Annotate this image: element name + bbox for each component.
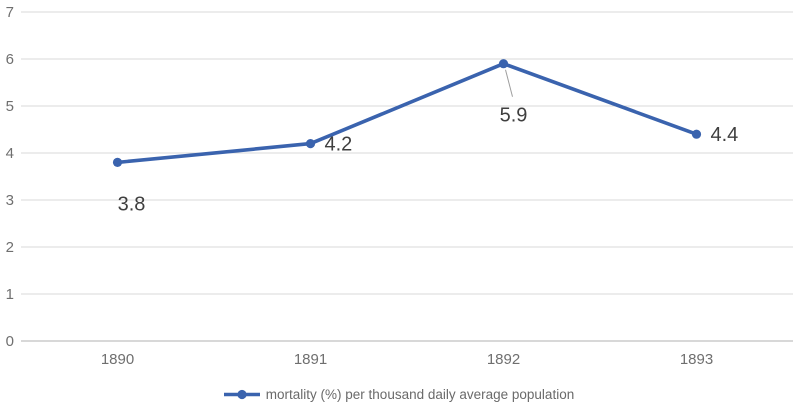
y-axis-tick-label: 2: [6, 239, 14, 256]
y-axis-tick-label: 1: [6, 286, 14, 303]
y-axis-tick-label: 3: [6, 192, 14, 209]
x-axis-tick-label: 1893: [680, 351, 713, 368]
data-point-marker: [112, 157, 123, 167]
data-point-marker: [498, 59, 509, 69]
y-axis-tick-label: 5: [6, 98, 14, 115]
legend-line-marker-icon: [223, 389, 260, 400]
data-point-marker: [691, 129, 702, 139]
data-label: 4.4: [711, 124, 739, 146]
y-axis-tick-label: 4: [6, 145, 14, 162]
chart-legend: mortality (%) per thousand daily average…: [0, 387, 797, 402]
x-axis-tick-label: 1891: [294, 351, 327, 368]
series-line: [115, 61, 699, 165]
data-label: 5.9: [500, 105, 528, 127]
data-label: 4.2: [325, 134, 353, 156]
chart-plot-area: 0 1 2 3 4 5 6 7 1890 1891 1892 1893 3.8 4.2 5.9 4.4: [6, 4, 793, 368]
x-axis-tick-label: 1890: [101, 351, 134, 368]
x-axis-tick-label: 1892: [487, 351, 520, 368]
data-label-leader-line: [505, 69, 513, 97]
legend-label: mortality (%) per thousand daily average…: [265, 387, 575, 402]
y-axis-tick-label: 0: [6, 333, 14, 350]
data-point-marker: [305, 139, 316, 149]
y-axis-tick-label: 7: [6, 4, 14, 21]
y-axis-tick-label: 6: [6, 51, 14, 68]
data-label: 3.8: [118, 193, 146, 215]
